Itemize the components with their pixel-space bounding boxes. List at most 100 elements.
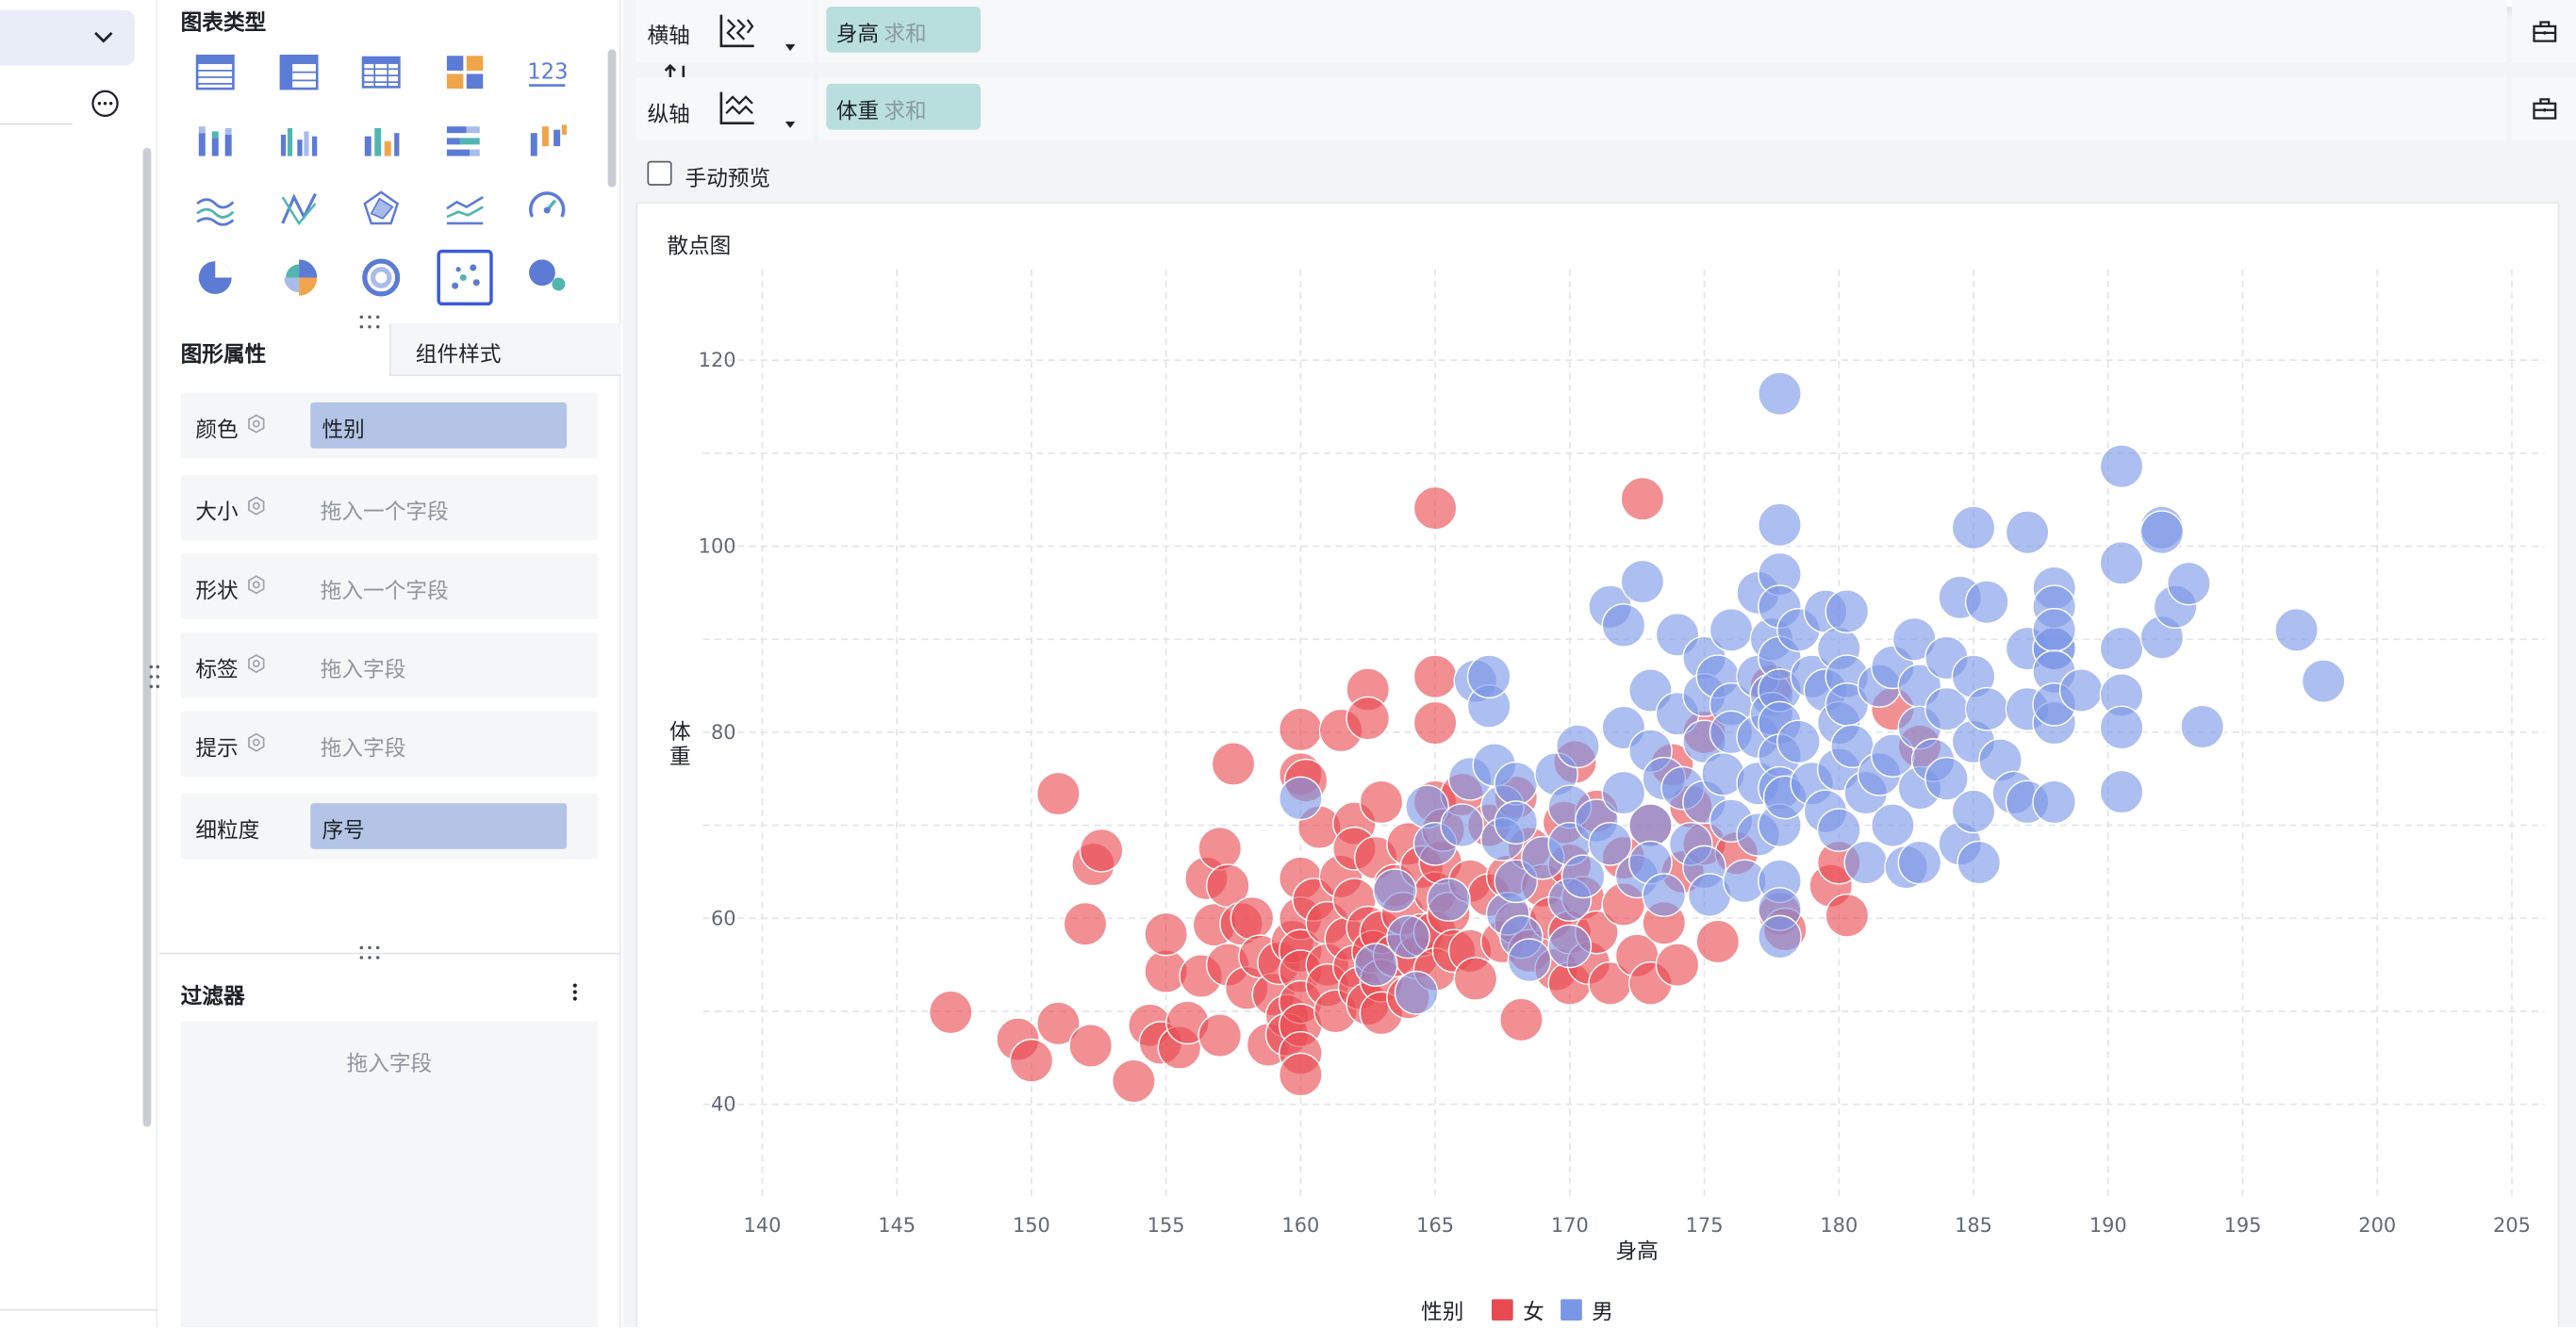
data-point <box>2301 659 2346 703</box>
chart-type-column[interactable] <box>354 112 409 168</box>
prop-field-pill[interactable]: 性别 <box>310 402 568 449</box>
tab-component-style[interactable]: 组件样式 <box>388 323 621 377</box>
data-point <box>1709 608 1754 652</box>
settings-gear-icon[interactable] <box>246 653 266 674</box>
chart-type-radar[interactable] <box>354 181 409 237</box>
chart-type-range-column[interactable] <box>520 112 575 168</box>
data-point <box>1816 808 1861 852</box>
data-point <box>1601 603 1646 648</box>
chart-type-cross-table[interactable] <box>271 44 326 100</box>
chart-type-bubble[interactable] <box>520 249 575 304</box>
prop-drop-placeholder[interactable]: 拖入字段 <box>320 658 406 683</box>
more-circle-icon[interactable] <box>91 89 120 118</box>
chart-type-kpi-grid[interactable] <box>437 44 492 100</box>
field-list-scrollbar[interactable] <box>142 147 152 1127</box>
data-point <box>1499 997 1544 1042</box>
data-point <box>1547 924 1593 969</box>
data-point <box>1897 840 1942 885</box>
prop-row: 细粒度 序号 <box>180 793 599 860</box>
toolbox-icon[interactable] <box>2532 95 2558 122</box>
data-point <box>2180 704 2225 749</box>
data-point <box>1964 580 2009 625</box>
scatter-plot[interactable]: 140 145 150 155 160 165 170 175 180 185 190 195 200 2… <box>637 204 2561 1329</box>
prop-drop-placeholder[interactable]: 拖入一个字段 <box>320 500 449 526</box>
x-axis-type-icon[interactable] <box>717 9 759 52</box>
prop-field-pill[interactable]: 序号 <box>310 803 568 849</box>
settings-gear-icon[interactable] <box>246 732 266 752</box>
more-vertical-icon[interactable] <box>569 980 582 1003</box>
toolbox-icon[interactable] <box>2532 18 2558 44</box>
chart-type-table[interactable] <box>188 44 243 100</box>
data-point <box>1079 828 1124 873</box>
drag-grip-icon[interactable] <box>356 314 383 330</box>
chevron-down-icon <box>94 31 113 43</box>
chart-type-radar-line[interactable] <box>271 181 326 237</box>
y-axis-label-cell: 纵轴 <box>636 76 814 140</box>
settings-gear-icon[interactable] <box>246 575 266 595</box>
chart-type-area-line[interactable] <box>188 181 243 237</box>
x-tick-label: 185 <box>1955 1214 1992 1237</box>
grouped-column-icon <box>280 127 317 156</box>
data-point <box>1412 700 1458 746</box>
chart-type-multi-line[interactable] <box>437 181 492 237</box>
chart-type-grouped-column[interactable] <box>271 112 326 168</box>
x-field-agg: 求和 <box>883 23 927 48</box>
chart-type-stacked-bar[interactable] <box>437 112 492 168</box>
data-point <box>1825 893 1870 938</box>
chart-type-rose-pie[interactable] <box>271 249 326 304</box>
filter-title: 过滤器 <box>180 985 245 1010</box>
x-tick-label: 180 <box>1820 1214 1858 1237</box>
column-icon <box>364 127 400 156</box>
caret-down-icon[interactable] <box>784 121 796 128</box>
config-scrollbar[interactable] <box>607 49 617 188</box>
y-axis-field-zone[interactable]: 体重 求和 <box>817 76 2507 140</box>
data-point <box>1964 686 2009 731</box>
chart-type-pie[interactable] <box>188 249 243 304</box>
data-point <box>1412 654 1458 699</box>
y-axis-field-pill[interactable]: 体重 求和 <box>826 83 982 130</box>
resize-handle-icon[interactable] <box>148 662 161 691</box>
y-tick-label: 100 <box>699 535 736 558</box>
chart-type-detail-table[interactable] <box>354 44 409 100</box>
drag-grip-icon[interactable] <box>356 944 383 960</box>
data-point <box>2032 779 2077 825</box>
y-axis-type-icon[interactable] <box>717 87 759 129</box>
prop-row: 提示 拖入字段 <box>180 711 599 778</box>
settings-gear-icon[interactable] <box>246 496 266 516</box>
filter-drop-zone[interactable]: 拖入字段 <box>180 1021 599 1328</box>
prop-drop-placeholder[interactable]: 拖入字段 <box>320 737 406 763</box>
prop-row: 颜色 性别 <box>180 392 599 459</box>
chart-type-number-123[interactable]: 123 <box>520 44 575 100</box>
data-point <box>1197 826 1243 871</box>
data-point <box>1440 803 1484 847</box>
filter-placeholder: 拖入字段 <box>346 1053 433 1078</box>
chart-type-ring[interactable] <box>354 249 409 304</box>
tab-shape-props[interactable]: 图形属性 <box>180 343 267 369</box>
chart-type-stacked-column[interactable] <box>188 112 243 168</box>
chart-type-scatter[interactable] <box>436 249 492 305</box>
manual-preview-checkbox[interactable] <box>647 160 672 186</box>
y-axis-row: 纵轴 体重 求和 <box>636 76 2576 140</box>
dataset-dropdown[interactable] <box>0 9 135 66</box>
prop-label: 提示 <box>195 737 239 763</box>
prop-label: 标签 <box>195 658 239 683</box>
prop-row: 形状 拖入一个字段 <box>180 553 599 619</box>
caret-down-icon[interactable] <box>784 44 796 52</box>
x-axis-field-zone[interactable]: 身高 求和 <box>817 0 2507 63</box>
settings-gear-icon[interactable] <box>246 414 266 434</box>
prop-drop-placeholder[interactable]: 拖入一个字段 <box>320 580 449 605</box>
chart-title: 散点图 <box>667 235 732 260</box>
data-point <box>1144 911 1188 957</box>
data-point <box>1642 873 1687 917</box>
x-axis-label: 横轴 <box>647 25 690 50</box>
data-point <box>1346 696 1391 741</box>
x-tick-label: 160 <box>1281 1214 1319 1237</box>
y-tick-label: 60 <box>711 907 736 929</box>
bubble-icon <box>529 258 566 290</box>
x-tick-label: 190 <box>2089 1214 2127 1237</box>
y-tick-label: 80 <box>711 721 736 744</box>
x-tick-label: 145 <box>878 1214 916 1237</box>
data-point <box>1279 1052 1323 1097</box>
x-axis-field-pill[interactable]: 身高 求和 <box>826 6 982 53</box>
chart-type-gauge[interactable] <box>520 181 575 237</box>
